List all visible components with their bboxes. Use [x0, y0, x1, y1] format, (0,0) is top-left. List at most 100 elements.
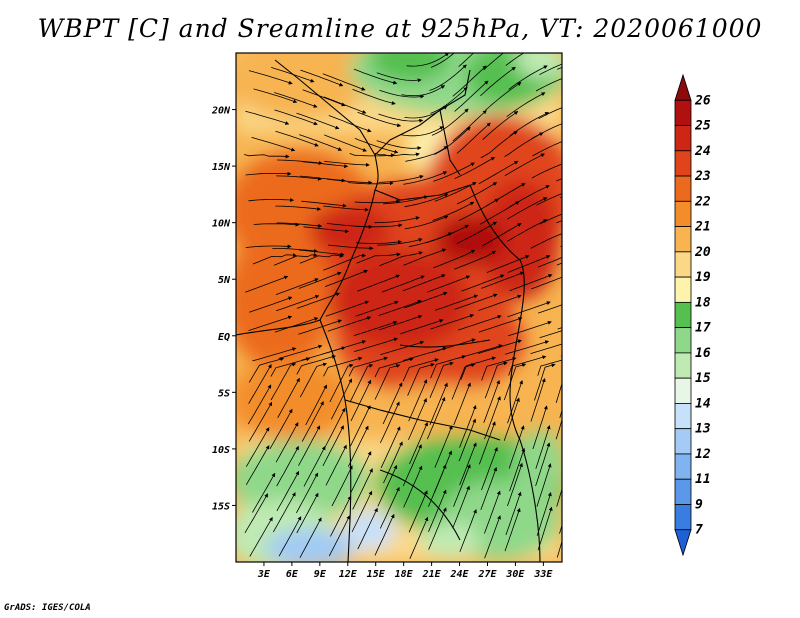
streamline: [323, 356, 363, 377]
colorbar-swatch: [674, 428, 692, 455]
streamline: [324, 160, 370, 167]
x-tick-label: 21E: [422, 569, 442, 580]
streamline: [354, 138, 399, 154]
streamline: [354, 337, 398, 352]
colorbar-swatch: [674, 150, 692, 177]
streamline: [322, 340, 367, 355]
streamline: [426, 396, 446, 440]
streamline: [379, 251, 423, 267]
colorbar-label: 11: [695, 472, 711, 487]
streamline: [483, 379, 500, 424]
y-tick-label: 15N: [212, 162, 231, 173]
streamline: [434, 294, 479, 311]
streamline: [303, 445, 326, 487]
streamline: [248, 401, 273, 442]
streamline: [403, 171, 448, 185]
streamline: [565, 105, 608, 118]
streamline: [298, 425, 321, 466]
streamline: [253, 88, 298, 104]
colorbar-swatch: [674, 251, 692, 278]
streamline: [350, 405, 371, 447]
colorbar-swatch: [674, 377, 692, 404]
streamline: [305, 384, 327, 426]
streamline: [429, 64, 467, 91]
streamline: [536, 193, 562, 206]
streamline: [453, 464, 471, 507]
streamline: [458, 315, 502, 331]
streamline: [299, 249, 345, 257]
streamline: [323, 96, 367, 114]
streamline: [481, 447, 498, 491]
streamline: [276, 470, 300, 512]
streamline: [556, 540, 562, 558]
x-tick-label: 24E: [450, 569, 470, 580]
streamline: [481, 271, 525, 289]
streamline: [272, 248, 318, 253]
streamline: [275, 295, 320, 312]
streamline: [275, 130, 319, 147]
streamline: [251, 137, 296, 152]
streamline: [249, 516, 273, 557]
streamline: [454, 293, 498, 310]
streamline: [402, 444, 422, 487]
streamline: [503, 363, 527, 401]
colorbar-label: 15: [695, 371, 711, 386]
streamline: [557, 327, 562, 330]
x-tick-label: 18E: [395, 569, 414, 580]
colorbar-label: 18: [695, 295, 711, 310]
streamline: [352, 468, 373, 510]
streamline: [272, 492, 296, 533]
streamline: [377, 238, 423, 246]
streamline: [248, 198, 295, 203]
streamline: [245, 244, 292, 249]
streamline: [350, 451, 372, 493]
streamline: [269, 408, 293, 449]
streamline: [299, 362, 328, 398]
streamline: [380, 426, 401, 469]
streamline: [299, 253, 344, 264]
streamline: [274, 109, 318, 126]
streamline: [356, 252, 401, 264]
streamline: [537, 359, 562, 376]
streamline: [426, 224, 470, 243]
streamline: [302, 161, 349, 169]
streamline: [484, 490, 501, 534]
streamline: [274, 92, 318, 108]
streamline: [458, 53, 475, 67]
streamline: [245, 110, 290, 125]
streamline: [374, 216, 420, 224]
streamline: [248, 357, 285, 383]
temperature-field: [236, 53, 562, 562]
streamline: [383, 195, 429, 205]
streamline: [357, 274, 401, 292]
streamline: [402, 358, 439, 382]
streamline: [534, 363, 556, 401]
streamline: [454, 80, 489, 112]
streamline: [406, 53, 450, 67]
colorbar-label: 25: [694, 119, 711, 134]
streamline: [537, 257, 562, 268]
streamline: [539, 63, 562, 76]
streamline: [399, 319, 444, 335]
colorbar-swatch: [674, 352, 692, 379]
streamline: [403, 465, 423, 508]
streamline: [531, 163, 562, 179]
streamline: [244, 493, 269, 534]
streamline: [298, 271, 342, 289]
streamline: [349, 363, 374, 403]
streamline: [355, 300, 399, 317]
streamline: [452, 485, 470, 529]
streamline: [298, 319, 342, 335]
streamline: [323, 253, 367, 271]
x-tick-label: 3E: [257, 569, 271, 580]
streamline: [325, 300, 370, 317]
colorbar-swatch: [674, 504, 692, 531]
streamline: [327, 316, 372, 332]
colorbar-swatch: [674, 327, 692, 354]
streamline: [296, 292, 341, 309]
streamline: [537, 506, 553, 551]
coastlines-borders: [236, 59, 541, 562]
streamline: [461, 274, 505, 292]
streamline: [278, 344, 323, 359]
colorbar-label: 19: [695, 270, 711, 285]
